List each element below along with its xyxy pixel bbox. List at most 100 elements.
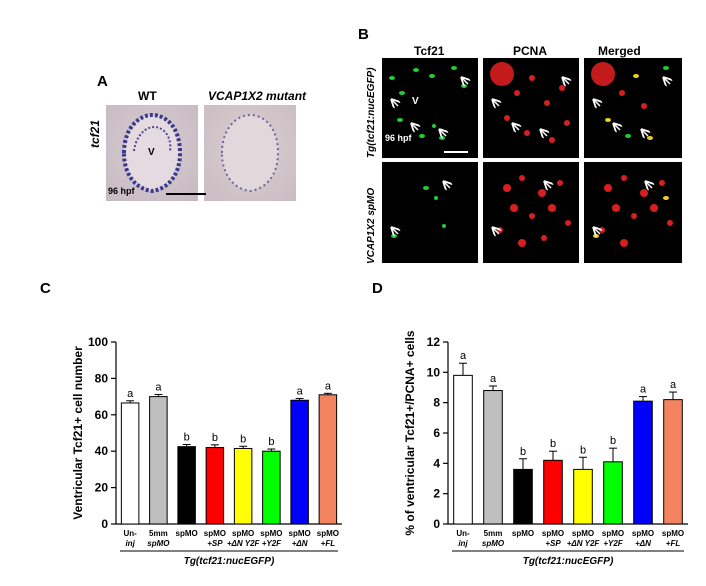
chart-d-cat-label-2: spMO [482,539,505,548]
chart-c-bar [149,396,168,525]
chart-c-bar [205,447,225,525]
chart-d-bar [663,399,683,525]
chart-d-y-tick-label: 8 [433,396,440,410]
panel-a-col-wt: WT [138,89,157,103]
chart-c-bar [262,450,281,525]
chart-d-sig-letter: b [520,446,526,458]
chart-c-y-tick-label: 100 [88,335,108,349]
chart-d-bar [573,468,593,525]
chart-c-cat-label: spMO [232,529,254,538]
chart-d-cat-label-2: +ΔN Y2F [567,539,601,548]
panel-b-label: B [358,26,369,43]
chart-c-y-tick-label: 80 [95,371,109,385]
chart-c-cat-label-2: +Y2F [262,539,282,548]
chart-c-cat-label-2: spMO [147,539,170,548]
panel-b-col-tcf21: Tcf21 [414,44,445,58]
panel-b-row1-label: Tg(tcf21:nucEGFP) [366,67,377,158]
panel-a-images [106,105,296,201]
chart-c-bar [177,446,196,525]
chart-c-cat-label-2: +FL [321,539,336,548]
panel-b-col-pcna: PCNA [513,44,548,58]
chart-c-bar [120,402,140,525]
chart-c-y-label: Ventricular Tcf21+ cell number [71,346,85,520]
chart-c-cat-label: spMO [289,529,311,538]
chart-d-bar [483,390,503,525]
chart-d-sig-letter: b [550,438,556,450]
chart-d-sig-letter: b [580,444,586,456]
chart-c-sig-letter: b [184,431,190,443]
chart-d-bar [513,468,533,525]
chart-c-sig-letter: a [297,385,304,397]
panel-a-label: A [97,73,108,90]
chart-d-cat-label: spMO [662,529,684,538]
chart-c-cat-label: 5mm [149,529,168,538]
chart-c-sig-letter: a [155,381,162,393]
chart-c-sig-letter: b [212,432,218,444]
chart-d-cat-label-2: +FL [666,539,681,548]
chart-c-cat-label-2: +ΔN Y2F [227,539,261,548]
chart-d-y-tick-label: 0 [433,517,440,531]
panel-b-v-label: V [412,96,419,107]
panel-a-col-mutant: VCAP1X2 mutant [208,89,307,103]
chart-c-x-label: Tg(tcf21:nucEGFP) [184,556,275,567]
chart-c-cat-label-2: inj [125,539,135,548]
panel-a-v-label: V [148,147,155,158]
panel-a-scale-bar [166,193,206,195]
chart-d-y-tick-label: 4 [433,456,440,470]
chart-d-cat-label-2: inj [458,539,468,548]
chart-d-cat-label: spMO [512,529,534,538]
chart-c-bar [233,447,253,525]
panel-a-stage: 96 hpf [108,186,135,196]
chart-d-sig-letter: a [670,379,677,391]
chart-d: 0 2 4 6 8 10 12 % of ventricular Tcf21+/PCNA+ c… [403,330,688,567]
chart-d-y-tick-label: 6 [433,426,440,440]
panel-a-row-label: tcf21 [88,119,102,148]
chart-c-bar [318,394,338,525]
chart-d-bar [603,461,623,525]
chart-c-sig-letter: b [268,436,274,448]
chart-c-cat-label: spMO [176,529,198,538]
chart-c-y-tick-label: 40 [95,444,109,458]
chart-c-cat-label: spMO [260,529,282,538]
chart-d-sig-letter: a [460,350,467,362]
chart-c-bar [290,399,309,525]
chart-c-cat-label-2: +ΔN [292,539,308,548]
chart-d-cat-label: spMO [632,529,654,538]
chart-d-bar [543,459,563,525]
chart-c-cat-label: Un- [123,529,137,538]
chart-c-cat-label: spMO [204,529,226,538]
chart-d-y-label: % of ventricular Tcf21+/PCNA+ cells [403,330,417,536]
chart-c-y-tick-label: 0 [101,517,108,531]
chart-d-cat-label: spMO [572,529,594,538]
chart-c-y-tick-label: 60 [95,408,109,422]
chart-c-sig-letter: b [240,433,246,445]
panel-b-stage: 96 hpf [385,133,412,143]
panel-b-row2-label: VCAP1X2 spMO [366,187,377,264]
chart-d-y-tick-label: 2 [433,487,440,501]
chart-d-sig-letter: b [610,435,616,447]
chart-c-y-tick-label: 20 [95,481,109,495]
chart-d-cat-label: Un- [456,529,470,538]
chart-d-bar [633,400,653,525]
chart-d-y-tick-label: 12 [427,335,441,349]
chart-c-sig-letter: a [127,388,134,400]
chart-d-cat-label-2: +SP [545,539,561,548]
panel-b-col-merged: Merged [598,44,641,58]
chart-c-sig-letter: a [325,380,332,392]
chart-d-cat-label: spMO [602,529,624,538]
chart-d-sig-letter: a [640,384,647,396]
chart-d-cat-label-2: +ΔN [635,539,651,548]
chart-d-bar [453,374,473,525]
chart-d-cat-label: 5mm [484,529,503,538]
chart-c-cat-label-2: +SP [207,539,223,548]
chart-d-cat-label: spMO [542,529,564,538]
chart-d-x-label: Tg(tcf21:nucEGFP) [523,556,614,567]
panel-c-label: C [40,280,51,297]
chart-d-cat-label-2: +Y2F [603,539,623,548]
panel-d-label: D [372,280,383,297]
chart-c-cat-label: spMO [317,529,339,538]
chart-d-sig-letter: a [490,373,497,385]
panel-b-images [382,58,682,263]
chart-d-y-tick-label: 10 [427,365,441,379]
